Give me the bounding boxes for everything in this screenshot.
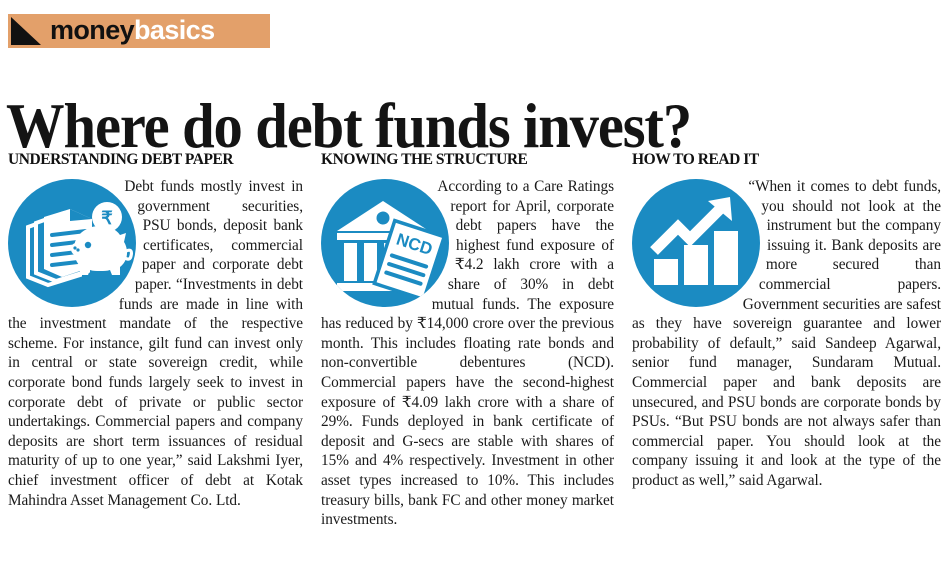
banner-title: moneybasics (50, 14, 215, 48)
article-columns: UNDERSTANDING DEBT PAPER (8, 152, 941, 572)
column-heading: HOW TO READ IT (632, 151, 759, 168)
column-body: According to a Care Ratings report for A… (321, 177, 614, 530)
column-how-to-read-it: HOW TO READ IT “When it comes to debt fu… (630, 152, 941, 572)
column-heading: KNOWING THE STRUCTURE (321, 151, 528, 168)
banner-word-basics: basics (134, 15, 215, 45)
page-title: Where do debt funds invest? (6, 91, 692, 162)
column-heading: UNDERSTANDING DEBT PAPER (8, 151, 234, 168)
triangle-icon (11, 17, 41, 45)
column-body-text: According to a Care Ratings report for A… (321, 178, 614, 529)
column-body-text: “When it comes to debt funds, you should… (632, 178, 941, 489)
svg-text:₹: ₹ (101, 208, 113, 228)
column-body: “When it comes to debt funds, you should… (632, 177, 941, 491)
column-knowing-the-structure: KNOWING THE STRUCTURE NCD (319, 152, 630, 572)
column-understanding-debt-paper: UNDERSTANDING DEBT PAPER (8, 152, 319, 572)
money-basics-banner: moneybasics (8, 14, 270, 48)
banner-background (8, 14, 270, 48)
banner-word-money: money (50, 15, 135, 45)
column-body-text: Debt funds mostly invest in government s… (8, 178, 303, 509)
growth-bar-chart-arrow-icon (632, 179, 760, 307)
bank-ncd-document-icon: NCD (321, 179, 449, 307)
documents-piggy-bank-icon: ₹ (8, 179, 136, 307)
column-body: Debt funds mostly invest in government s… (8, 177, 303, 510)
